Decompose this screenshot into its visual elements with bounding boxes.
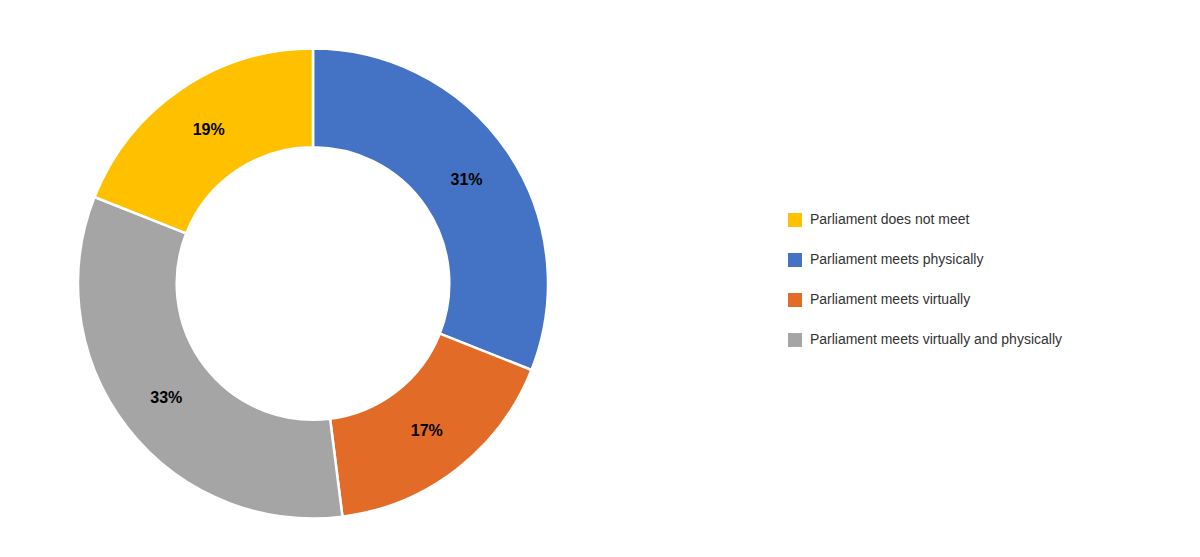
html-text:Parliament meets physically: Parliament meets physically <box>809 250 984 267</box>
svg-text:19%: 19% <box>193 121 225 138</box>
svg-text:33%: 33% <box>150 389 182 406</box>
html-text:Parliament does not meet: Parliament does not meet <box>809 210 970 227</box>
html-text:Parliament meets virtually: Parliament meets virtually <box>809 290 971 307</box>
svg-text:17%: 17% <box>411 422 443 439</box>
html-text:Parliament meets virtually and: Parliament meets virtually and physicall… <box>809 330 1062 347</box>
svg-text:31%: 31% <box>451 171 483 188</box>
